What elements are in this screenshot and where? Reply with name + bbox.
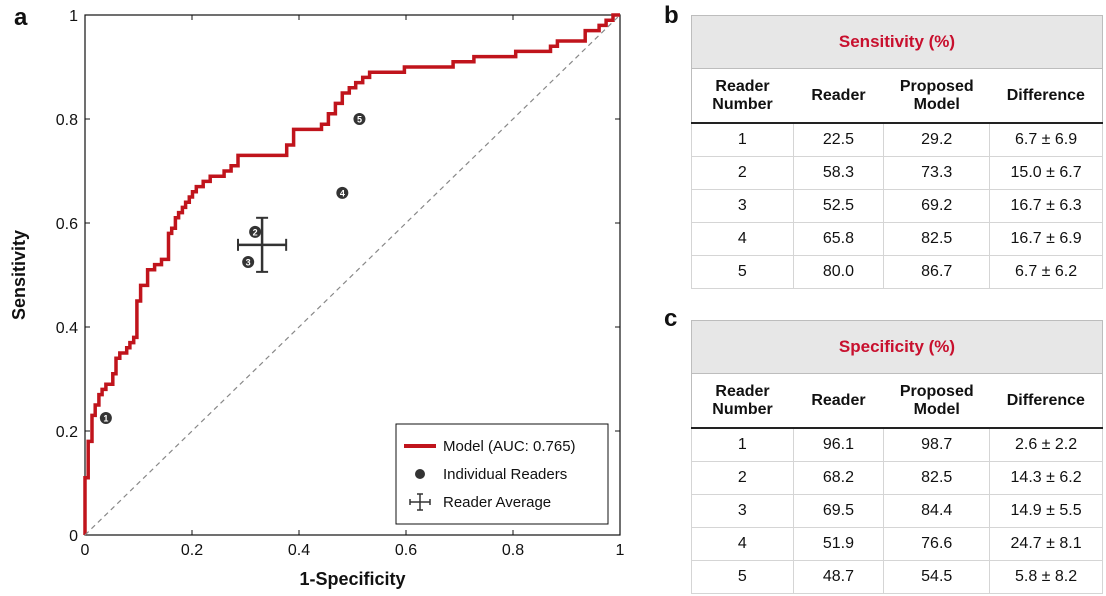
table-cell: 15.0 ± 6.7 — [989, 156, 1103, 190]
table-cell: 52.5 — [792, 189, 885, 223]
plot-frame — [84, 14, 621, 536]
table-cell: 2.6 ± 2.2 — [989, 427, 1103, 462]
sensitivity-header-reader-number: Reader Number — [691, 68, 794, 124]
table-cell: 4 — [691, 527, 794, 561]
reader-point — [353, 113, 366, 125]
panel-letter-a: a — [14, 4, 28, 31]
table-cell: 69.5 — [792, 494, 885, 528]
table-row: 4 51.9 76.6 24.7 ± 8.1 — [691, 527, 1103, 561]
table-cell: 82.5 — [883, 222, 991, 256]
x-tick-label: 0.4 — [288, 542, 310, 559]
roc-chart: 0 0.2 0.4 0.6 0.8 1 0 0.2 0.4 0.6 0.8 1 1-Specificit… — [9, 8, 625, 589]
table-cell: 5.8 ± 8.2 — [989, 560, 1103, 594]
table-row: 4 65.8 82.5 16.7 ± 6.9 — [691, 222, 1103, 256]
x-axis-label: 1-Specificity — [299, 569, 405, 589]
reader-point — [336, 186, 349, 199]
sensitivity-table: Sensitivity (%) Reader Number Reader Pro… — [691, 15, 1103, 289]
sensitivity-table-title: Sensitivity (%) — [691, 15, 1103, 69]
table-cell: 2 — [691, 461, 794, 495]
x-tick-label: 0.8 — [502, 542, 524, 559]
table-cell: 16.7 ± 6.9 — [989, 222, 1103, 256]
reader-point — [249, 225, 262, 238]
table-cell: 73.3 — [883, 156, 991, 190]
table-cell: 54.5 — [883, 560, 991, 594]
table-cell: 6.7 ± 6.2 — [989, 255, 1103, 289]
panel-letter-b: b — [664, 2, 679, 29]
y-tick-label: 0.8 — [56, 112, 78, 129]
y-tick-label: 0.2 — [56, 424, 78, 441]
reader-point-label: 5 — [357, 115, 362, 125]
y-tick-label: 0.6 — [56, 216, 78, 233]
sensitivity-header-proposed-model: Proposed Model — [883, 68, 990, 124]
y-tick-label: 1 — [69, 8, 78, 25]
table-cell: 86.7 — [883, 255, 991, 289]
legend-box — [395, 423, 609, 525]
table-cell: 24.7 ± 8.1 — [989, 527, 1103, 561]
table-cell: 22.5 — [792, 122, 885, 157]
table-cell: 14.3 ± 6.2 — [989, 461, 1103, 495]
table-row: 5 48.7 54.5 5.8 ± 8.2 — [691, 560, 1103, 594]
table-row: 2 58.3 73.3 15.0 ± 6.7 — [691, 156, 1103, 190]
roc-curve-line — [83, 13, 620, 535]
specificity-header-reader-number: Reader Number — [691, 373, 794, 429]
reader-point-label: 1 — [103, 414, 108, 424]
table-cell: 29.2 — [883, 122, 991, 157]
table-row: 1 22.5 29.2 6.7 ± 6.9 — [691, 122, 1103, 157]
table-cell: 84.4 — [883, 494, 991, 528]
table-cell: 4 — [691, 222, 794, 256]
table-row: 3 69.5 84.4 14.9 ± 5.5 — [691, 494, 1103, 528]
table-cell: 98.7 — [883, 427, 991, 462]
table-cell: 76.6 — [883, 527, 991, 561]
reader-point-label: 3 — [246, 258, 251, 268]
table-cell: 2 — [691, 156, 794, 190]
table-cell: 6.7 ± 6.9 — [989, 122, 1103, 157]
reference-diagonal-line — [84, 14, 621, 536]
table-cell: 68.2 — [792, 461, 885, 495]
table-cell: 51.9 — [792, 527, 885, 561]
table-cell: 58.3 — [792, 156, 885, 190]
table-cell: 69.2 — [883, 189, 991, 223]
y-axis-label: Sensitivity — [9, 230, 29, 320]
table-cell: 3 — [691, 189, 794, 223]
reader-point-label: 2 — [253, 227, 258, 237]
table-cell: 1 — [691, 427, 794, 462]
x-tick-label: 0.2 — [181, 542, 203, 559]
legend-marker-readers — [415, 469, 425, 479]
y-tick-label: 0 — [69, 528, 78, 545]
table-cell: 96.1 — [792, 427, 885, 462]
table-cell: 1 — [691, 122, 794, 157]
table-cell: 14.9 ± 5.5 — [989, 494, 1103, 528]
reader-point — [242, 256, 255, 268]
table-cell: 80.0 — [792, 255, 885, 289]
sensitivity-header-reader: Reader — [793, 68, 884, 124]
reader-point — [99, 412, 112, 424]
table-row: 1 96.1 98.7 2.6 ± 2.2 — [691, 427, 1103, 462]
legend-label: Reader Average — [443, 494, 551, 511]
table-cell: 3 — [691, 494, 794, 528]
table-cell: 82.5 — [883, 461, 991, 495]
legend-label: Model (AUC: 0.765) — [443, 438, 576, 455]
specificity-header-reader: Reader — [793, 373, 884, 429]
x-tick-label: 0.6 — [395, 542, 417, 559]
table-row: 5 80.0 86.7 6.7 ± 6.2 — [691, 255, 1103, 289]
table-cell: 65.8 — [792, 222, 885, 256]
x-tick-label: 0 — [81, 542, 90, 559]
table-cell: 5 — [691, 560, 794, 594]
specificity-table: Specificity (%) Reader Number Reader Pro… — [691, 320, 1103, 594]
table-cell: 5 — [691, 255, 794, 289]
specificity-header-proposed-model: Proposed Model — [883, 373, 990, 429]
panel-letter-c: c — [664, 305, 678, 332]
x-tick-label: 1 — [616, 542, 625, 559]
table-row: 3 52.5 69.2 16.7 ± 6.3 — [691, 189, 1103, 223]
reader-point-label: 4 — [340, 188, 345, 198]
specificity-table-title: Specificity (%) — [691, 320, 1103, 374]
table-cell: 48.7 — [792, 560, 885, 594]
specificity-header-difference: Difference — [989, 373, 1103, 429]
sensitivity-header-difference: Difference — [989, 68, 1103, 124]
table-row: 2 68.2 82.5 14.3 ± 6.2 — [691, 461, 1103, 495]
y-tick-label: 0.4 — [56, 320, 78, 337]
table-cell: 16.7 ± 6.3 — [989, 189, 1103, 223]
legend-label: Individual Readers — [443, 466, 567, 483]
